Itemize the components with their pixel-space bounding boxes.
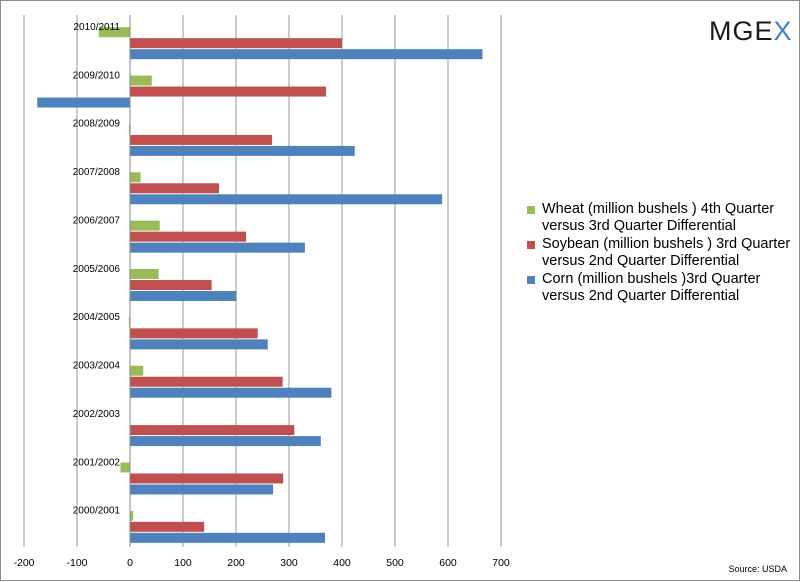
- legend-swatch-wheat: [527, 206, 535, 214]
- legend-item-wheat: Wheat (million bushels ) 4th Quarter ver…: [526, 201, 796, 235]
- x-tick-label: -200: [13, 557, 34, 569]
- bar: [130, 75, 152, 86]
- bar: [130, 328, 258, 339]
- x-tick-label: 0: [127, 557, 133, 569]
- bar: [130, 387, 332, 398]
- legend-label-soybean: Soybean (million bushels ) 3rd Quarter v…: [542, 236, 791, 269]
- y-category-label: 2006/2007: [73, 215, 121, 226]
- x-tick-label: 300: [280, 557, 298, 569]
- bar: [130, 194, 443, 205]
- bar: [130, 183, 220, 194]
- bar: [98, 27, 130, 38]
- y-category-label: 2001/2002: [73, 457, 121, 468]
- bar: [130, 473, 284, 484]
- chart-legend: Wheat (million bushels ) 4th Quarter ver…: [526, 201, 796, 306]
- y-category-label: 2000/2001: [73, 506, 121, 517]
- bar: [130, 242, 305, 253]
- bar: [130, 339, 268, 350]
- y-category-label: 2008/2009: [73, 119, 121, 130]
- y-category-label: 2005/2006: [73, 264, 121, 275]
- bar: [128, 123, 130, 134]
- x-tick-label: -100: [66, 557, 87, 569]
- bar: [130, 532, 326, 543]
- logo-text: MGE: [709, 16, 774, 46]
- bar: [130, 376, 283, 387]
- bar: [120, 462, 130, 473]
- bar: [130, 365, 144, 376]
- bar: [130, 425, 295, 436]
- x-tick-label: 200: [227, 557, 245, 569]
- y-category-label: 2002/2003: [73, 409, 121, 420]
- bar: [130, 521, 205, 532]
- bar: [130, 145, 355, 156]
- bar: [37, 97, 130, 108]
- x-tick-label: 400: [333, 557, 351, 569]
- legend-item-soybean: Soybean (million bushels ) 3rd Quarter v…: [526, 236, 796, 270]
- legend-item-corn: Corn (million bushels )3rd Quarter versu…: [526, 271, 796, 305]
- y-category-label: 2007/2008: [73, 167, 121, 178]
- x-tick-label: 100: [174, 557, 192, 569]
- y-category-label: 2003/2004: [73, 361, 121, 372]
- legend-swatch-soybean: [527, 241, 535, 249]
- logo-accent: X: [773, 16, 793, 46]
- bar: [130, 134, 273, 145]
- y-category-label: 2010/2011: [73, 22, 120, 33]
- bar: [130, 280, 212, 290]
- bar: [130, 510, 134, 521]
- mgex-logo: MGEX: [709, 16, 793, 47]
- bar: [130, 269, 159, 279]
- bar: [130, 38, 342, 49]
- x-tick-label: 600: [439, 557, 457, 569]
- bar: [130, 436, 321, 447]
- y-category-label: 2004/2005: [73, 312, 121, 323]
- bar: [130, 86, 327, 97]
- x-tick-label: 500: [386, 557, 404, 569]
- legend-swatch-corn: [527, 276, 535, 284]
- source-note: Source: USDA: [728, 564, 787, 574]
- bar: [130, 220, 160, 231]
- bar: [130, 484, 274, 495]
- bar: [128, 317, 130, 328]
- y-category-label: 2009/2010: [73, 70, 121, 81]
- bar: [130, 49, 483, 60]
- legend-label-corn: Corn (million bushels )3rd Quarter versu…: [542, 271, 761, 304]
- bar: [130, 172, 141, 183]
- x-tick-label: 700: [492, 557, 510, 569]
- bar: [130, 291, 237, 301]
- bar: [130, 231, 247, 242]
- legend-label-wheat: Wheat (million bushels ) 4th Quarter ver…: [542, 201, 775, 234]
